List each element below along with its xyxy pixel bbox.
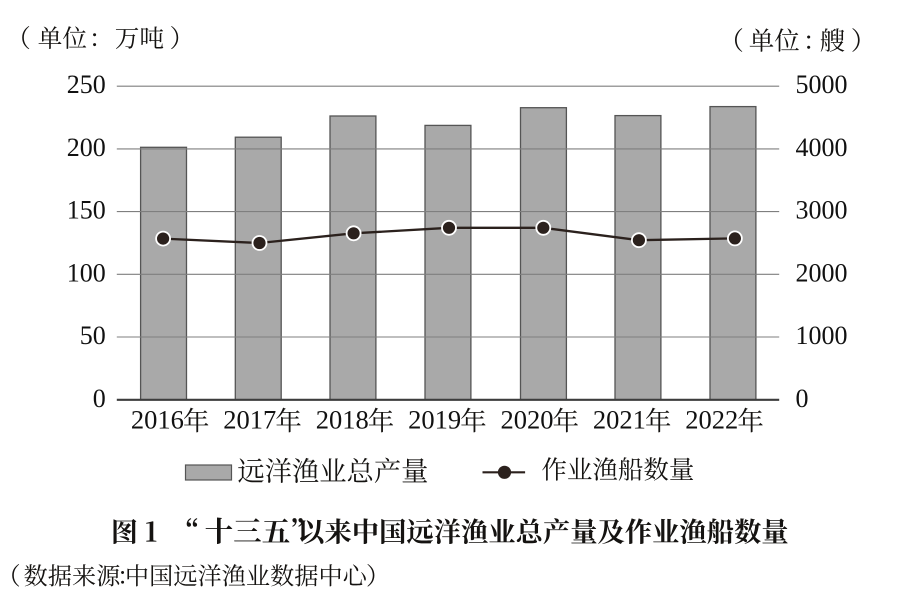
svg-text:1000: 1000 bbox=[796, 321, 848, 350]
svg-text:250: 250 bbox=[67, 70, 106, 99]
svg-text:0: 0 bbox=[93, 384, 106, 413]
svg-text:200: 200 bbox=[67, 133, 106, 162]
svg-text:2016: 2016 bbox=[131, 404, 184, 434]
svg-text:2021: 2021 bbox=[593, 404, 646, 434]
svg-text:2018: 2018 bbox=[316, 404, 369, 434]
svg-text:2019: 2019 bbox=[408, 404, 461, 434]
svg-text:2020: 2020 bbox=[501, 404, 554, 434]
svg-text:4000: 4000 bbox=[796, 133, 848, 162]
svg-text:2000: 2000 bbox=[796, 258, 848, 287]
svg-text:150: 150 bbox=[67, 196, 106, 225]
svg-text:2017: 2017 bbox=[223, 404, 276, 434]
svg-text:100: 100 bbox=[67, 258, 106, 287]
svg-text:0: 0 bbox=[796, 384, 809, 413]
svg-text:3000: 3000 bbox=[796, 196, 848, 225]
svg-text:5000: 5000 bbox=[796, 70, 848, 99]
svg-text:50: 50 bbox=[80, 321, 106, 350]
svg-text:2022: 2022 bbox=[685, 404, 738, 434]
